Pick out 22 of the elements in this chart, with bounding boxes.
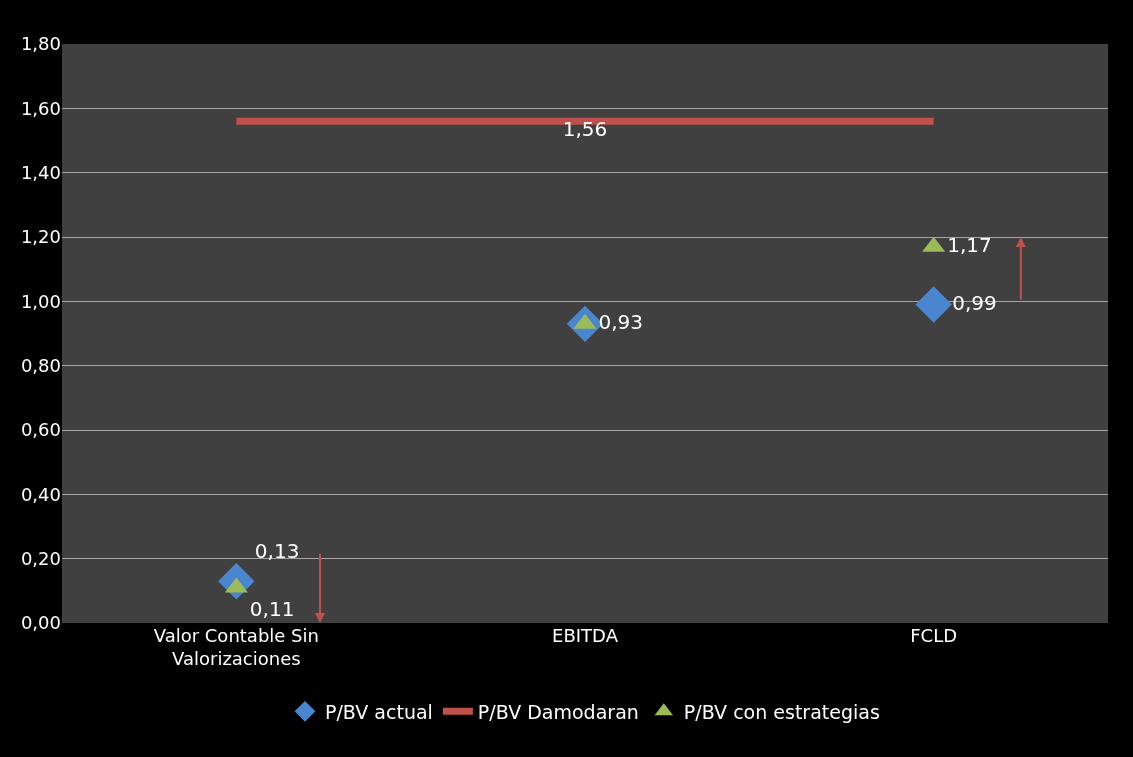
data-label: 0,13 [254,538,300,563]
x-tick-label: Valor Contable Sin Valorizaciones [153,625,319,670]
y-tick-label: 0,60 [20,419,61,441]
data-label: 0,93 [598,309,644,334]
x-tick-label: EBITDA [552,625,619,646]
y-tick-label: 1,80 [20,33,61,55]
x-tick-label: FCLD [910,625,958,646]
y-tick-label: 0,20 [20,547,61,569]
legend-label: P/BV Damodaran [477,700,639,723]
data-label: 1,17 [947,232,992,257]
legend-label: P/BV actual [325,700,433,723]
data-label: 0,99 [952,290,997,315]
legend-label: P/BV con estrategias [683,700,880,723]
data-label: 0,11 [249,597,295,622]
y-tick-label: 0,40 [20,483,61,505]
y-tick-label: 1,20 [20,226,61,248]
y-tick-label: 0,80 [20,354,61,376]
y-tick-label: 0,00 [20,612,61,634]
data-label: 1,56 [562,117,608,142]
y-tick-label: 1,40 [20,161,61,183]
y-tick-label: 1,60 [20,97,61,119]
y-tick-label: 1,00 [20,290,61,312]
